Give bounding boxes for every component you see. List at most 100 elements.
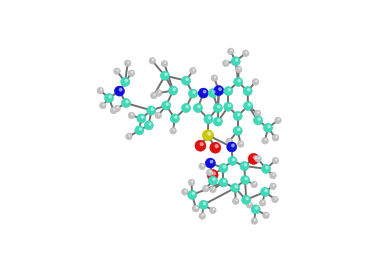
Circle shape: [192, 205, 199, 212]
Circle shape: [235, 199, 238, 201]
Circle shape: [265, 139, 267, 141]
Circle shape: [238, 79, 241, 82]
Circle shape: [251, 181, 257, 188]
Circle shape: [254, 110, 261, 117]
Circle shape: [255, 156, 261, 162]
Circle shape: [210, 142, 221, 153]
Circle shape: [162, 101, 171, 110]
Circle shape: [125, 79, 128, 82]
Circle shape: [240, 142, 243, 144]
Circle shape: [193, 103, 203, 113]
Circle shape: [237, 128, 240, 131]
Circle shape: [207, 132, 211, 136]
Circle shape: [272, 196, 278, 203]
Circle shape: [192, 91, 196, 94]
Circle shape: [234, 77, 243, 86]
Circle shape: [210, 160, 214, 164]
Circle shape: [234, 77, 243, 87]
Circle shape: [246, 201, 253, 208]
Circle shape: [193, 205, 199, 212]
Circle shape: [227, 142, 237, 152]
Circle shape: [113, 108, 116, 111]
Circle shape: [262, 138, 269, 144]
Circle shape: [224, 87, 233, 96]
Circle shape: [192, 205, 199, 212]
Circle shape: [226, 138, 232, 145]
Circle shape: [152, 59, 154, 61]
Circle shape: [249, 203, 251, 205]
Circle shape: [144, 121, 154, 130]
Circle shape: [213, 103, 223, 113]
Circle shape: [274, 197, 277, 200]
Circle shape: [114, 105, 120, 112]
Circle shape: [196, 206, 198, 209]
Circle shape: [195, 140, 207, 152]
Circle shape: [232, 198, 239, 204]
Circle shape: [189, 89, 198, 99]
Circle shape: [219, 164, 228, 173]
Circle shape: [199, 213, 206, 220]
Circle shape: [212, 208, 215, 211]
Circle shape: [97, 87, 103, 94]
Circle shape: [208, 116, 211, 119]
Circle shape: [265, 166, 269, 169]
Circle shape: [251, 218, 258, 224]
Circle shape: [161, 61, 168, 67]
Circle shape: [181, 189, 188, 195]
Circle shape: [114, 86, 124, 96]
Circle shape: [139, 127, 142, 131]
Circle shape: [243, 87, 252, 96]
Circle shape: [144, 121, 153, 130]
Circle shape: [158, 113, 160, 116]
Circle shape: [223, 60, 229, 67]
Circle shape: [253, 155, 257, 159]
Circle shape: [235, 58, 238, 62]
Circle shape: [149, 58, 156, 64]
Circle shape: [172, 88, 176, 91]
Circle shape: [161, 61, 168, 67]
Circle shape: [245, 51, 248, 54]
Circle shape: [259, 200, 266, 206]
Circle shape: [110, 107, 117, 114]
Circle shape: [243, 101, 253, 111]
Circle shape: [170, 127, 176, 134]
Circle shape: [192, 192, 195, 195]
Circle shape: [203, 90, 207, 94]
Circle shape: [184, 190, 187, 192]
Circle shape: [241, 195, 251, 205]
Circle shape: [247, 88, 250, 92]
Circle shape: [270, 183, 276, 189]
Circle shape: [206, 169, 213, 176]
Circle shape: [151, 92, 157, 99]
Circle shape: [255, 206, 258, 210]
Circle shape: [158, 91, 161, 93]
Circle shape: [185, 78, 189, 81]
Circle shape: [210, 207, 216, 213]
Circle shape: [211, 75, 218, 81]
Circle shape: [114, 105, 120, 112]
Circle shape: [169, 86, 178, 95]
Circle shape: [241, 195, 250, 204]
Circle shape: [160, 71, 170, 80]
Circle shape: [231, 144, 235, 147]
Circle shape: [205, 187, 208, 189]
Circle shape: [209, 176, 218, 185]
Circle shape: [233, 126, 242, 135]
Circle shape: [254, 219, 256, 221]
Circle shape: [97, 87, 104, 94]
Circle shape: [165, 102, 169, 106]
Circle shape: [188, 179, 195, 186]
Circle shape: [193, 205, 200, 212]
Circle shape: [233, 126, 243, 136]
Circle shape: [210, 207, 216, 214]
Circle shape: [238, 67, 241, 70]
Circle shape: [213, 117, 222, 126]
Circle shape: [190, 67, 196, 74]
Circle shape: [214, 76, 216, 78]
Circle shape: [251, 205, 260, 214]
Circle shape: [275, 117, 281, 124]
Circle shape: [128, 70, 135, 77]
Circle shape: [207, 170, 219, 181]
Circle shape: [251, 218, 258, 224]
Circle shape: [227, 142, 237, 152]
